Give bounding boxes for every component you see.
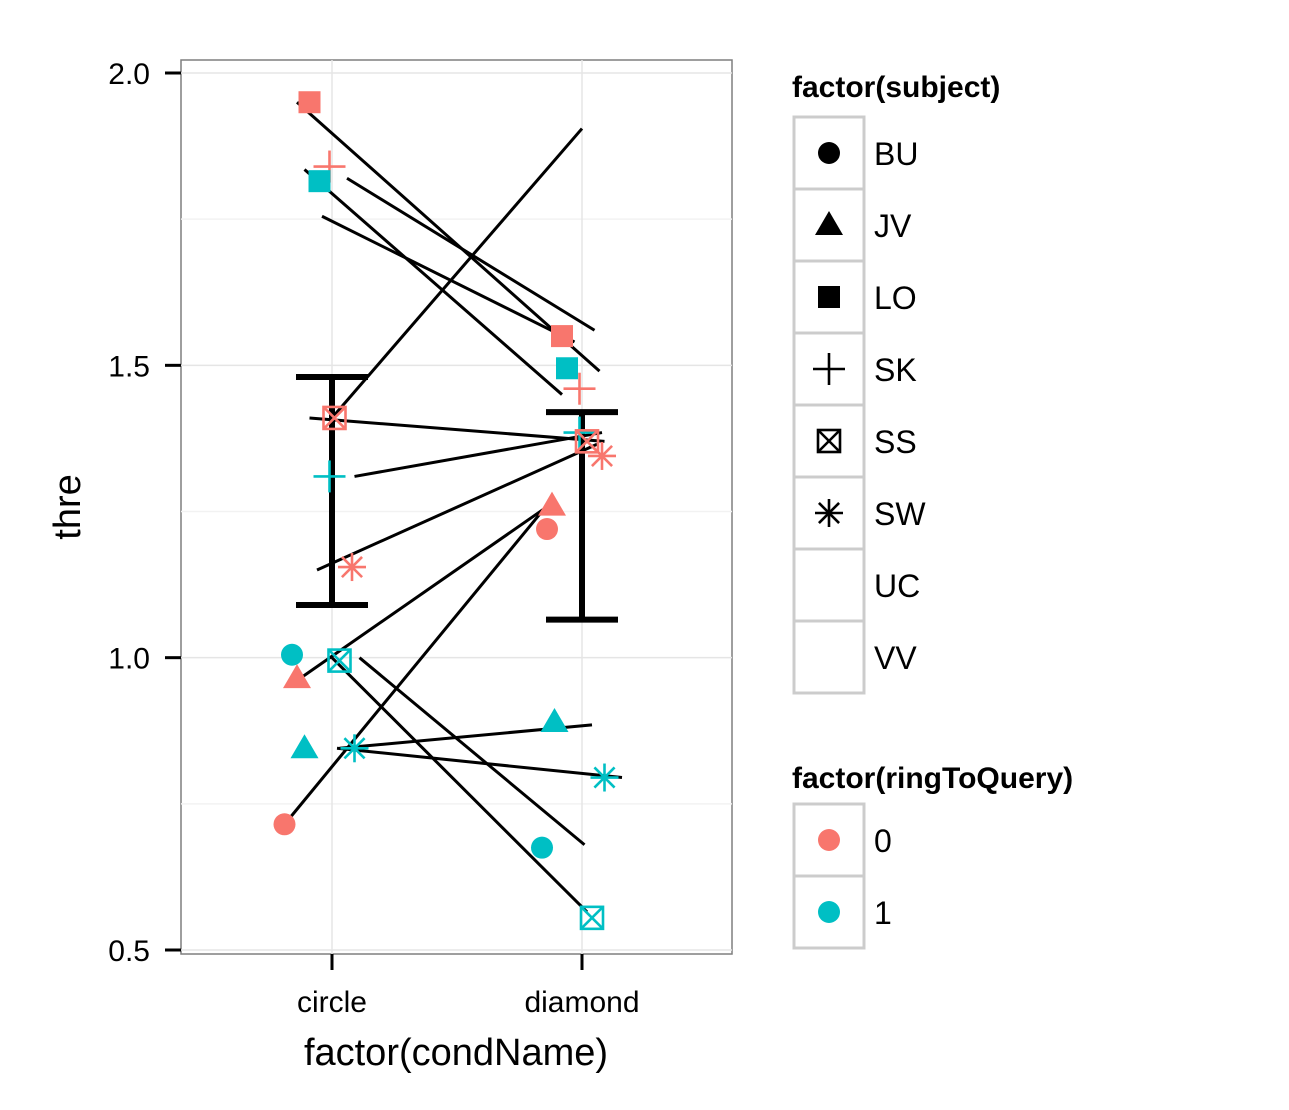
legend-label: SW (874, 496, 926, 532)
y-axis-title: thre (47, 474, 89, 539)
data-point-ss-ring0 (322, 405, 347, 431)
y-tick-label: 1.0 (108, 643, 150, 676)
data-point-bu-ring0 (536, 518, 558, 541)
subject-line (321, 214, 576, 344)
data-point-lo-ring1 (308, 170, 331, 193)
data-point-bu-ring0 (273, 813, 296, 836)
data-point-lo-ring1 (556, 357, 578, 380)
data-point-sk-ring0 (563, 372, 596, 405)
data-point-bu-ring1 (531, 836, 553, 859)
data-point-sk-ring1 (313, 460, 346, 493)
subject-line (354, 431, 603, 478)
legend-symbol-asterisk (815, 499, 843, 527)
y-tick-label: 1.5 (108, 350, 150, 383)
legend-title-subject: factor(subject) (792, 71, 1000, 104)
legend-label: UC (874, 568, 920, 604)
x-tick-label: circle (297, 986, 367, 1019)
legend-symbol-boxcross (816, 428, 842, 454)
subject-line (316, 442, 598, 572)
legend-symbol-triangle (815, 211, 843, 235)
legend-title-ring: factor(ringToQuery) (792, 762, 1073, 795)
y-axis: 0.5 1.0 1.5 2.0 (108, 58, 181, 968)
data-point-jv-ring1 (540, 707, 569, 732)
legends: factor(subject) BU JV LO SK SS SW UC VV factor(ri… (792, 71, 1073, 950)
legend-label: 1 (874, 895, 892, 931)
x-axis-title: factor(condName) (304, 1032, 608, 1074)
legend-label: SK (874, 352, 917, 388)
legend-item-subject-bu: BU (792, 115, 918, 191)
legend-item-subject-lo: LO (792, 259, 917, 335)
subject-line (346, 176, 596, 332)
legend-label: JV (874, 208, 912, 244)
subject-line (330, 656, 589, 914)
data-point-lo-ring0 (551, 325, 573, 348)
subject-line (285, 513, 541, 823)
data-point-bu-ring1 (281, 643, 303, 666)
data-point-lo-ring0 (298, 91, 321, 114)
legend-label: BU (874, 136, 918, 172)
subject-line (333, 127, 584, 417)
legend-label: LO (874, 280, 917, 316)
legend-item-subject-jv: JV (792, 187, 912, 263)
y-tick-label: 0.5 (108, 935, 150, 968)
data-points (273, 91, 619, 931)
x-tick-label: diamond (524, 986, 639, 1019)
legend-symbol-color (818, 901, 840, 923)
subject-line (309, 416, 605, 443)
data-point-sw-ring1 (590, 763, 619, 792)
y-tick-label: 2.0 (108, 58, 150, 91)
legend-label: SS (874, 424, 917, 460)
subject-line (303, 168, 563, 396)
data-point-jv-ring0 (283, 664, 311, 689)
data-point-jv-ring1 (290, 734, 319, 759)
legend-item-subject-vv: VV (792, 619, 917, 695)
legend-item-subject-ss: SS (792, 403, 917, 479)
subject-line (336, 746, 623, 780)
data-point-ss-ring1 (579, 905, 605, 931)
subject-lines (285, 101, 623, 914)
legend-item-subject-sk: SK (792, 331, 917, 407)
legend-key (792, 619, 866, 695)
data-point-sw-ring0 (338, 553, 366, 582)
legend-symbol-plus (813, 353, 845, 385)
legend-item-ring-0: 0 (792, 802, 892, 878)
legend-symbol-color (818, 829, 840, 851)
subject-line (358, 656, 586, 846)
legend-key (792, 187, 866, 263)
legend-label: VV (874, 640, 917, 676)
data-point-sw-ring1 (340, 734, 369, 763)
subject-line (296, 101, 601, 373)
legend-item-ring-1: 1 (792, 874, 892, 950)
x-axis: circle diamond (297, 954, 640, 1019)
data-point-sw-ring0 (588, 441, 616, 470)
legend-symbol-circle (818, 142, 840, 164)
legend-symbol-square (818, 286, 840, 308)
data-point-ss-ring1 (327, 648, 352, 673)
legend-item-subject-sw: SW (792, 475, 926, 551)
legend-item-subject-uc: UC (792, 547, 920, 623)
legend-key (792, 547, 866, 623)
data-point-jv-ring0 (538, 491, 566, 516)
legend-label: 0 (874, 823, 892, 859)
